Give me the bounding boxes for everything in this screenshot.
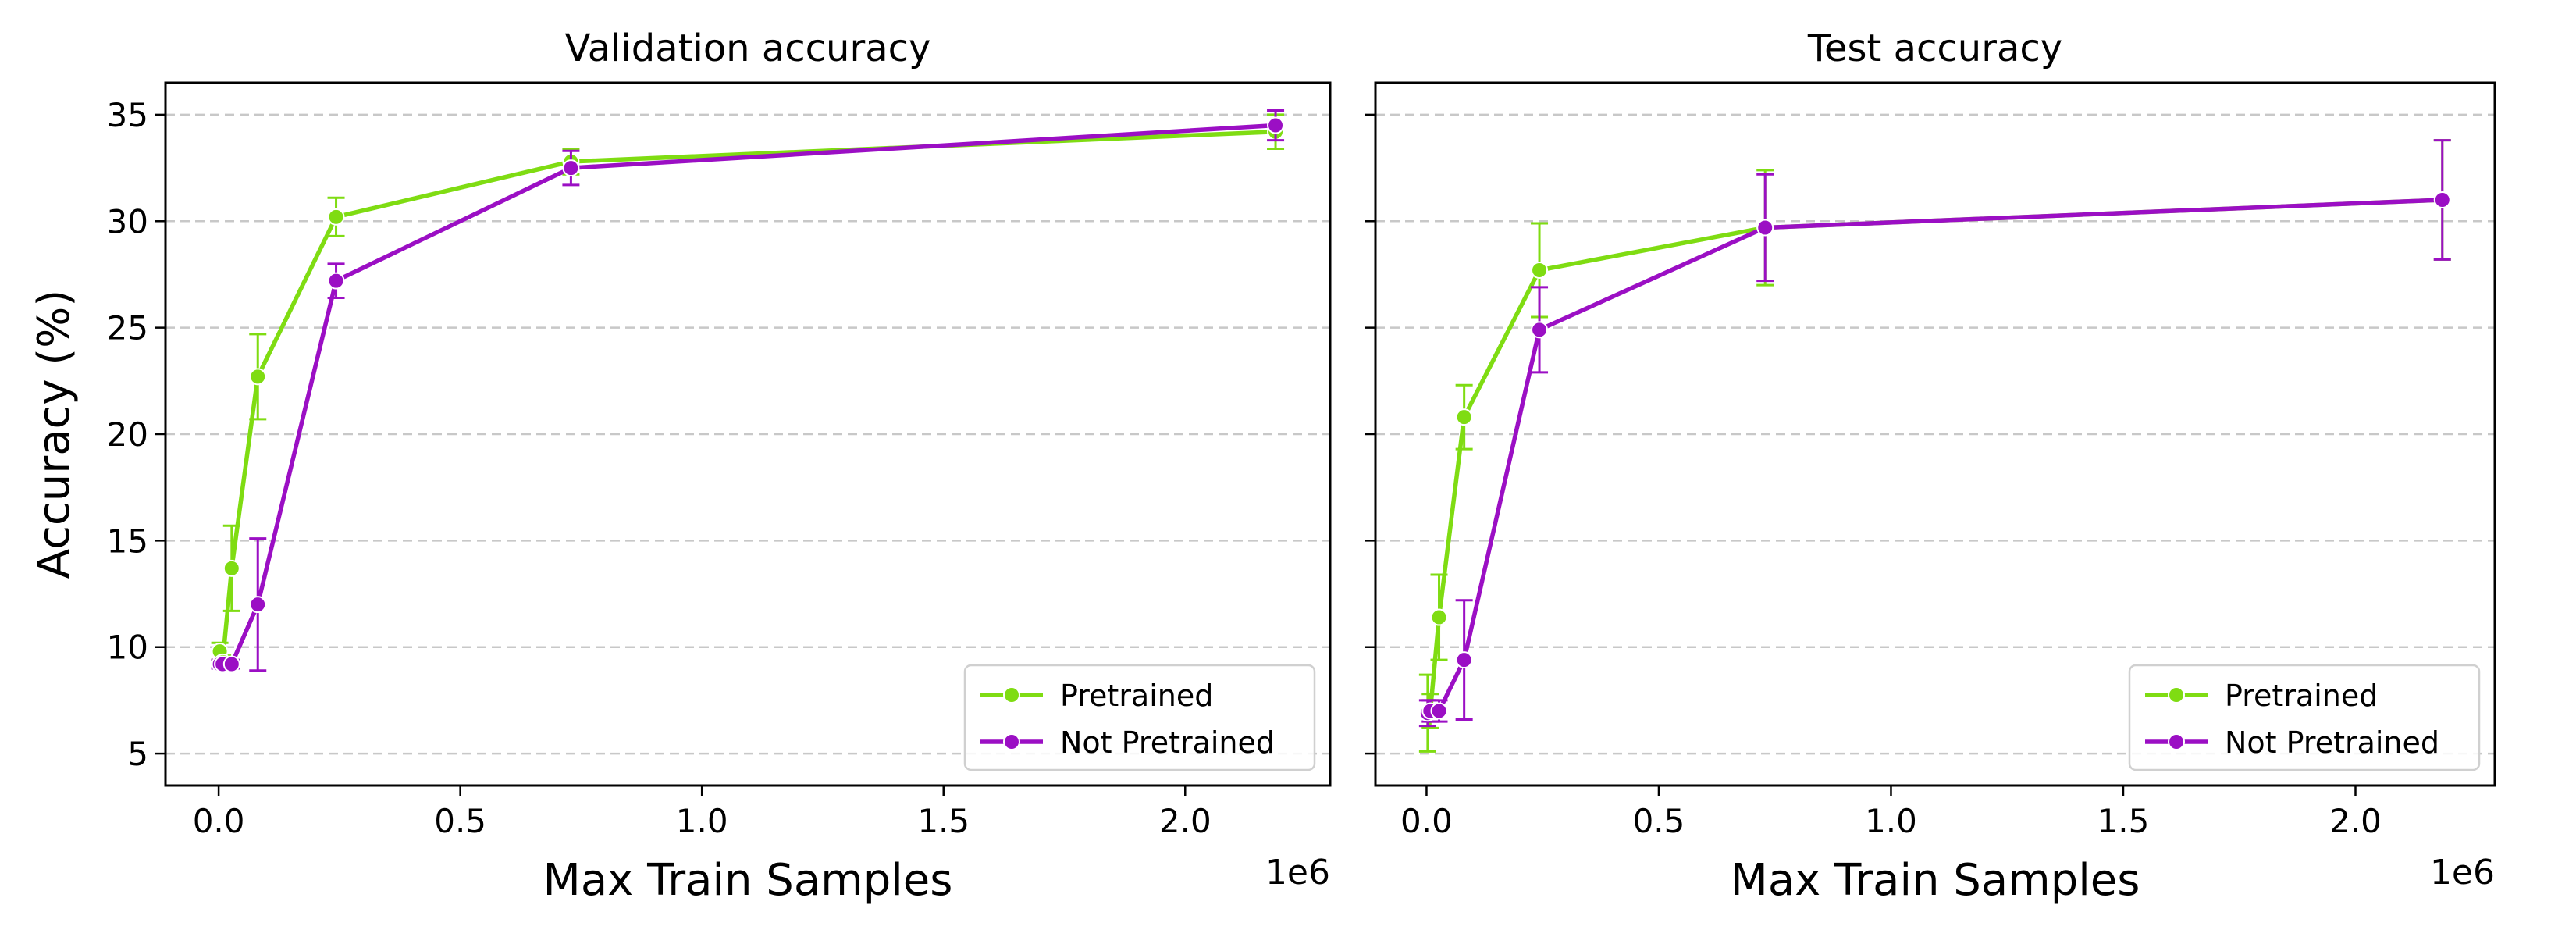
x-tick-label: 1.0 [676,802,728,840]
data-point [1455,408,1473,426]
series-not-pretrained [211,109,1285,673]
panel-title: Validation accuracy [565,27,931,70]
data-point [222,655,240,673]
x-tick-label: 1.5 [917,802,970,840]
data-point [562,159,580,177]
plot-frame [164,81,1332,787]
data-point [2433,191,2451,208]
y-tick-label: 15 [107,522,148,560]
legend-label: Not Pretrained [2225,725,2439,760]
legend-label: Not Pretrained [1060,725,1275,760]
data-point [327,272,345,290]
data-point [1756,219,1774,237]
data-point [1430,702,1448,720]
data-point [1430,608,1448,626]
x-tick-label: 0.0 [193,802,245,840]
x-axis-label: Max Train Samples [543,855,953,906]
data-point [327,208,345,226]
data-point [1267,116,1285,134]
x-tick-label: 2.0 [2329,802,2382,840]
data-point [1531,321,1549,339]
x-offset-label: 1e6 [2430,853,2495,892]
plot-frame [1374,81,2496,787]
x-tick-label: 1.5 [2097,802,2150,840]
y-tick-label: 25 [107,309,148,347]
y-tick-label: 10 [107,629,148,667]
legend: Pretrained Not Pretrained [2128,664,2481,771]
y-tick-label: 35 [107,96,148,134]
x-tick-label: 1.0 [1865,802,1917,840]
legend-marker [2168,686,2185,704]
chart-panel-2: 0.0 0.5 1.0 1.5 2.0 1e6 Test accuracy Max Train… [1365,27,2496,906]
panel-title: Test accuracy [1807,27,2062,70]
x-axis-label: Max Train Samples [1731,855,2140,906]
data-point [1455,651,1473,669]
legend-box [2128,664,2481,771]
y-axis-label: Accuracy (%) [29,290,80,579]
x-offset-label: 1e6 [1265,853,1330,892]
x-tick-label: 0.0 [1400,802,1453,840]
series-not-pretrained [1418,139,2451,728]
data-point [222,559,240,577]
data-point [249,596,267,614]
legend-marker [1003,686,1020,704]
legend-box [963,664,1316,771]
y-tick-label: 5 [127,735,148,773]
legend-marker [2168,733,2185,750]
legend-marker [1003,733,1020,750]
chart-panel-1: 5 10 15 20 25 30 35 0.0 0.5 1.0 1.5 2.0 1e6 Validatio… [29,27,1332,906]
x-tick-label: 0.5 [434,802,486,840]
data-point [1531,262,1549,279]
y-tick-label: 20 [107,415,148,454]
legend: Pretrained Not Pretrained [963,664,1316,771]
legend-label: Pretrained [2225,679,2378,713]
legend-label: Pretrained [1060,679,1213,713]
x-tick-label: 0.5 [1633,802,1685,840]
x-tick-label: 2.0 [1159,802,1212,840]
y-tick-label: 30 [107,202,148,240]
data-point [249,368,267,386]
